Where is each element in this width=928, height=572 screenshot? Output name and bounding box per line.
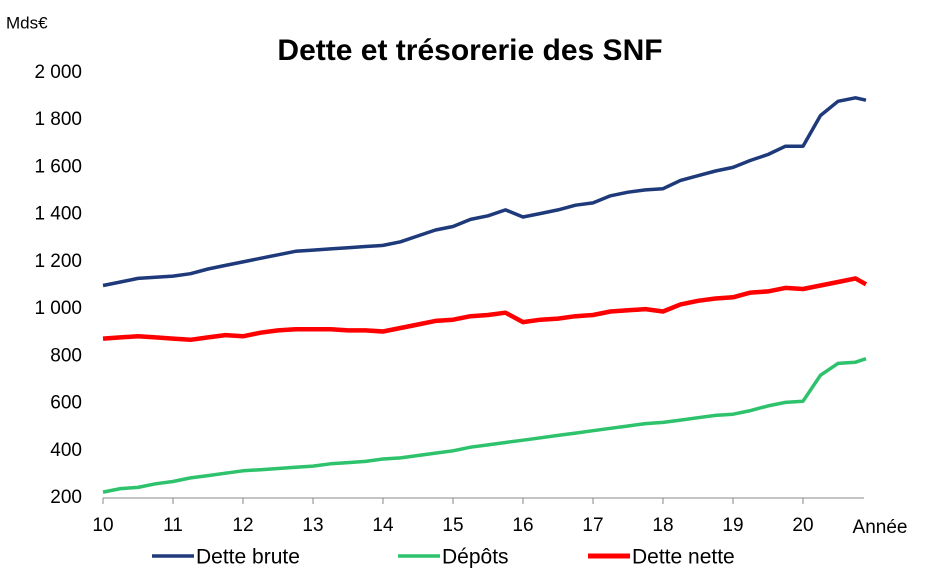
line-series [102,357,867,494]
legend-label: Dette nette [632,546,735,569]
x-tick-label: 13 [302,515,323,536]
x-tick-label: 10 [92,515,113,536]
legend-label: Dette brute [196,546,300,569]
x-tick-label: 20 [792,515,813,536]
y-tick-label: 1 400 [34,204,82,225]
y-axis-label: Mds€ [6,13,48,32]
x-tick-label: 17 [582,515,603,536]
y-tick-label: 600 [50,393,82,414]
x-tick-label: 18 [652,515,673,536]
line-series [102,96,867,288]
y-tick-label: 1 600 [34,156,82,177]
y-tick-label: 200 [50,487,82,508]
chart-title: Dette et trésorerie des SNF [277,34,662,67]
line-series [102,276,868,343]
y-tick-label: 2 000 [34,62,82,83]
x-axis-label: Année [853,517,908,538]
x-tick-label: 15 [442,515,463,536]
y-tick-label: 1 200 [34,251,82,272]
y-tick-label: 800 [50,345,82,366]
x-tick-label: 12 [232,515,253,536]
x-tick-label: 16 [512,515,533,536]
y-tick-label: 1 800 [34,109,82,130]
legend-label: Dépôts [442,546,509,569]
x-tick-label: 14 [372,515,394,536]
x-tick-label: 19 [722,515,743,536]
y-tick-label: 1 000 [34,298,82,319]
y-tick-label: 400 [50,440,82,461]
x-tick-label: 11 [163,515,183,536]
